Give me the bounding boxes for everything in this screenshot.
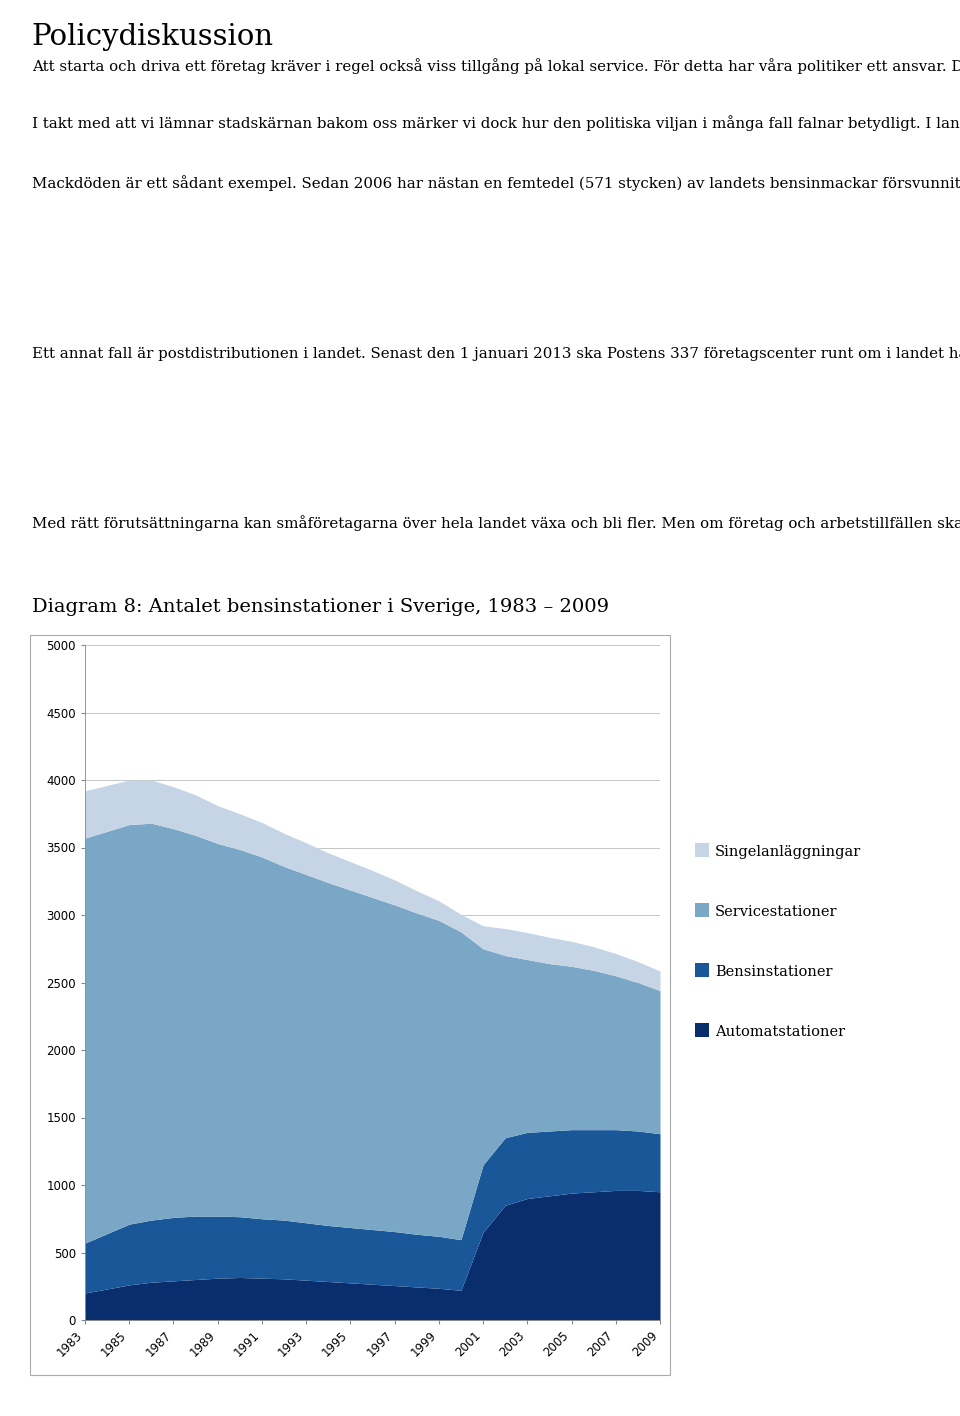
Text: Servicestationer: Servicestationer bbox=[715, 905, 837, 919]
Text: Med rätt förutsättningarna kan småföretagarna över hela landet växa och bli fler: Med rätt förutsättningarna kan småföreta… bbox=[32, 515, 960, 531]
Text: Policydiskussion: Policydiskussion bbox=[32, 23, 274, 51]
Text: Automatstationer: Automatstationer bbox=[715, 1025, 845, 1039]
Text: Bensinstationer: Bensinstationer bbox=[715, 964, 832, 978]
Text: Mackdöden är ett sådant exempel. Sedan 2006 har nästan en femtedel (571 stycken): Mackdöden är ett sådant exempel. Sedan 2… bbox=[32, 176, 960, 191]
Text: I takt med att vi lämnar stadskärnan bakom oss märker vi dock hur den politiska : I takt med att vi lämnar stadskärnan bak… bbox=[32, 115, 960, 130]
Text: Diagram 8: Antalet bensinstationer i Sverige, 1983 – 2009: Diagram 8: Antalet bensinstationer i Sve… bbox=[32, 598, 609, 616]
Text: Att starta och driva ett företag kräver i regel också viss tillgång på lokal ser: Att starta och driva ett företag kräver … bbox=[32, 58, 960, 74]
Text: Singelanläggningar: Singelanläggningar bbox=[715, 845, 861, 860]
Text: Ett annat fall är postdistributionen i landet. Senast den 1 januari 2013 ska Pos: Ett annat fall är postdistributionen i l… bbox=[32, 346, 960, 361]
